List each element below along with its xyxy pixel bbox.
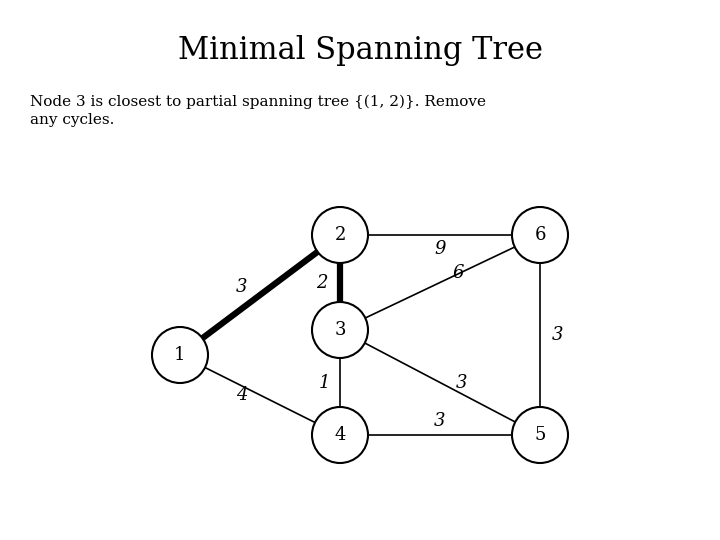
- Ellipse shape: [512, 207, 568, 263]
- Text: Node 3 is closest to partial spanning tree {(1, 2)}. Remove: Node 3 is closest to partial spanning tr…: [30, 95, 486, 110]
- Ellipse shape: [312, 407, 368, 463]
- Text: Minimal Spanning Tree: Minimal Spanning Tree: [178, 35, 542, 66]
- Text: 1: 1: [174, 346, 186, 364]
- Text: 2: 2: [316, 273, 328, 292]
- Ellipse shape: [312, 207, 368, 263]
- Ellipse shape: [312, 302, 368, 358]
- Text: 6: 6: [534, 226, 546, 244]
- Ellipse shape: [512, 407, 568, 463]
- Text: 6: 6: [452, 264, 464, 281]
- Text: 1: 1: [318, 374, 330, 391]
- Text: 3: 3: [434, 412, 446, 430]
- Text: 5: 5: [534, 426, 546, 444]
- Text: 2: 2: [334, 226, 346, 244]
- Text: 9: 9: [434, 240, 446, 258]
- Text: 3: 3: [236, 278, 248, 296]
- Ellipse shape: [152, 327, 208, 383]
- Text: 4: 4: [334, 426, 346, 444]
- Text: 3: 3: [456, 374, 468, 391]
- Text: 3: 3: [552, 326, 564, 344]
- Text: 4: 4: [236, 386, 248, 404]
- Text: 3: 3: [334, 321, 346, 339]
- Text: any cycles.: any cycles.: [30, 113, 114, 127]
